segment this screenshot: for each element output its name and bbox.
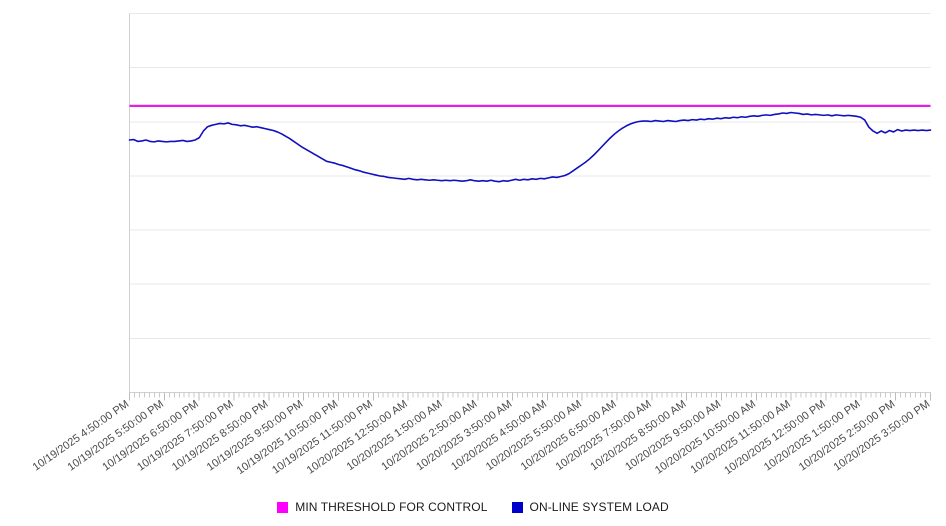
chart-legend: MIN THRESHOLD FOR CONTROL ON-LINE SYSTEM… [0, 496, 946, 518]
y-gridlines [129, 13, 931, 393]
legend-item-on-line-system-load: ON-LINE SYSTEM LOAD [511, 500, 669, 514]
legend-swatch-threshold-icon [277, 501, 289, 513]
data-series-group [128, 104, 932, 183]
legend-item-min-threshold-for-control: MIN THRESHOLD FOR CONTROL [277, 500, 487, 514]
chart-axes [129, 13, 931, 393]
legend-label-threshold: MIN THRESHOLD FOR CONTROL [295, 500, 488, 514]
legend-swatch-load-icon [511, 501, 523, 513]
legend-label-load: ON-LINE SYSTEM LOAD [529, 500, 669, 514]
series-line-on-line-system-load [128, 111, 932, 183]
x-axis-ticks [129, 392, 931, 401]
